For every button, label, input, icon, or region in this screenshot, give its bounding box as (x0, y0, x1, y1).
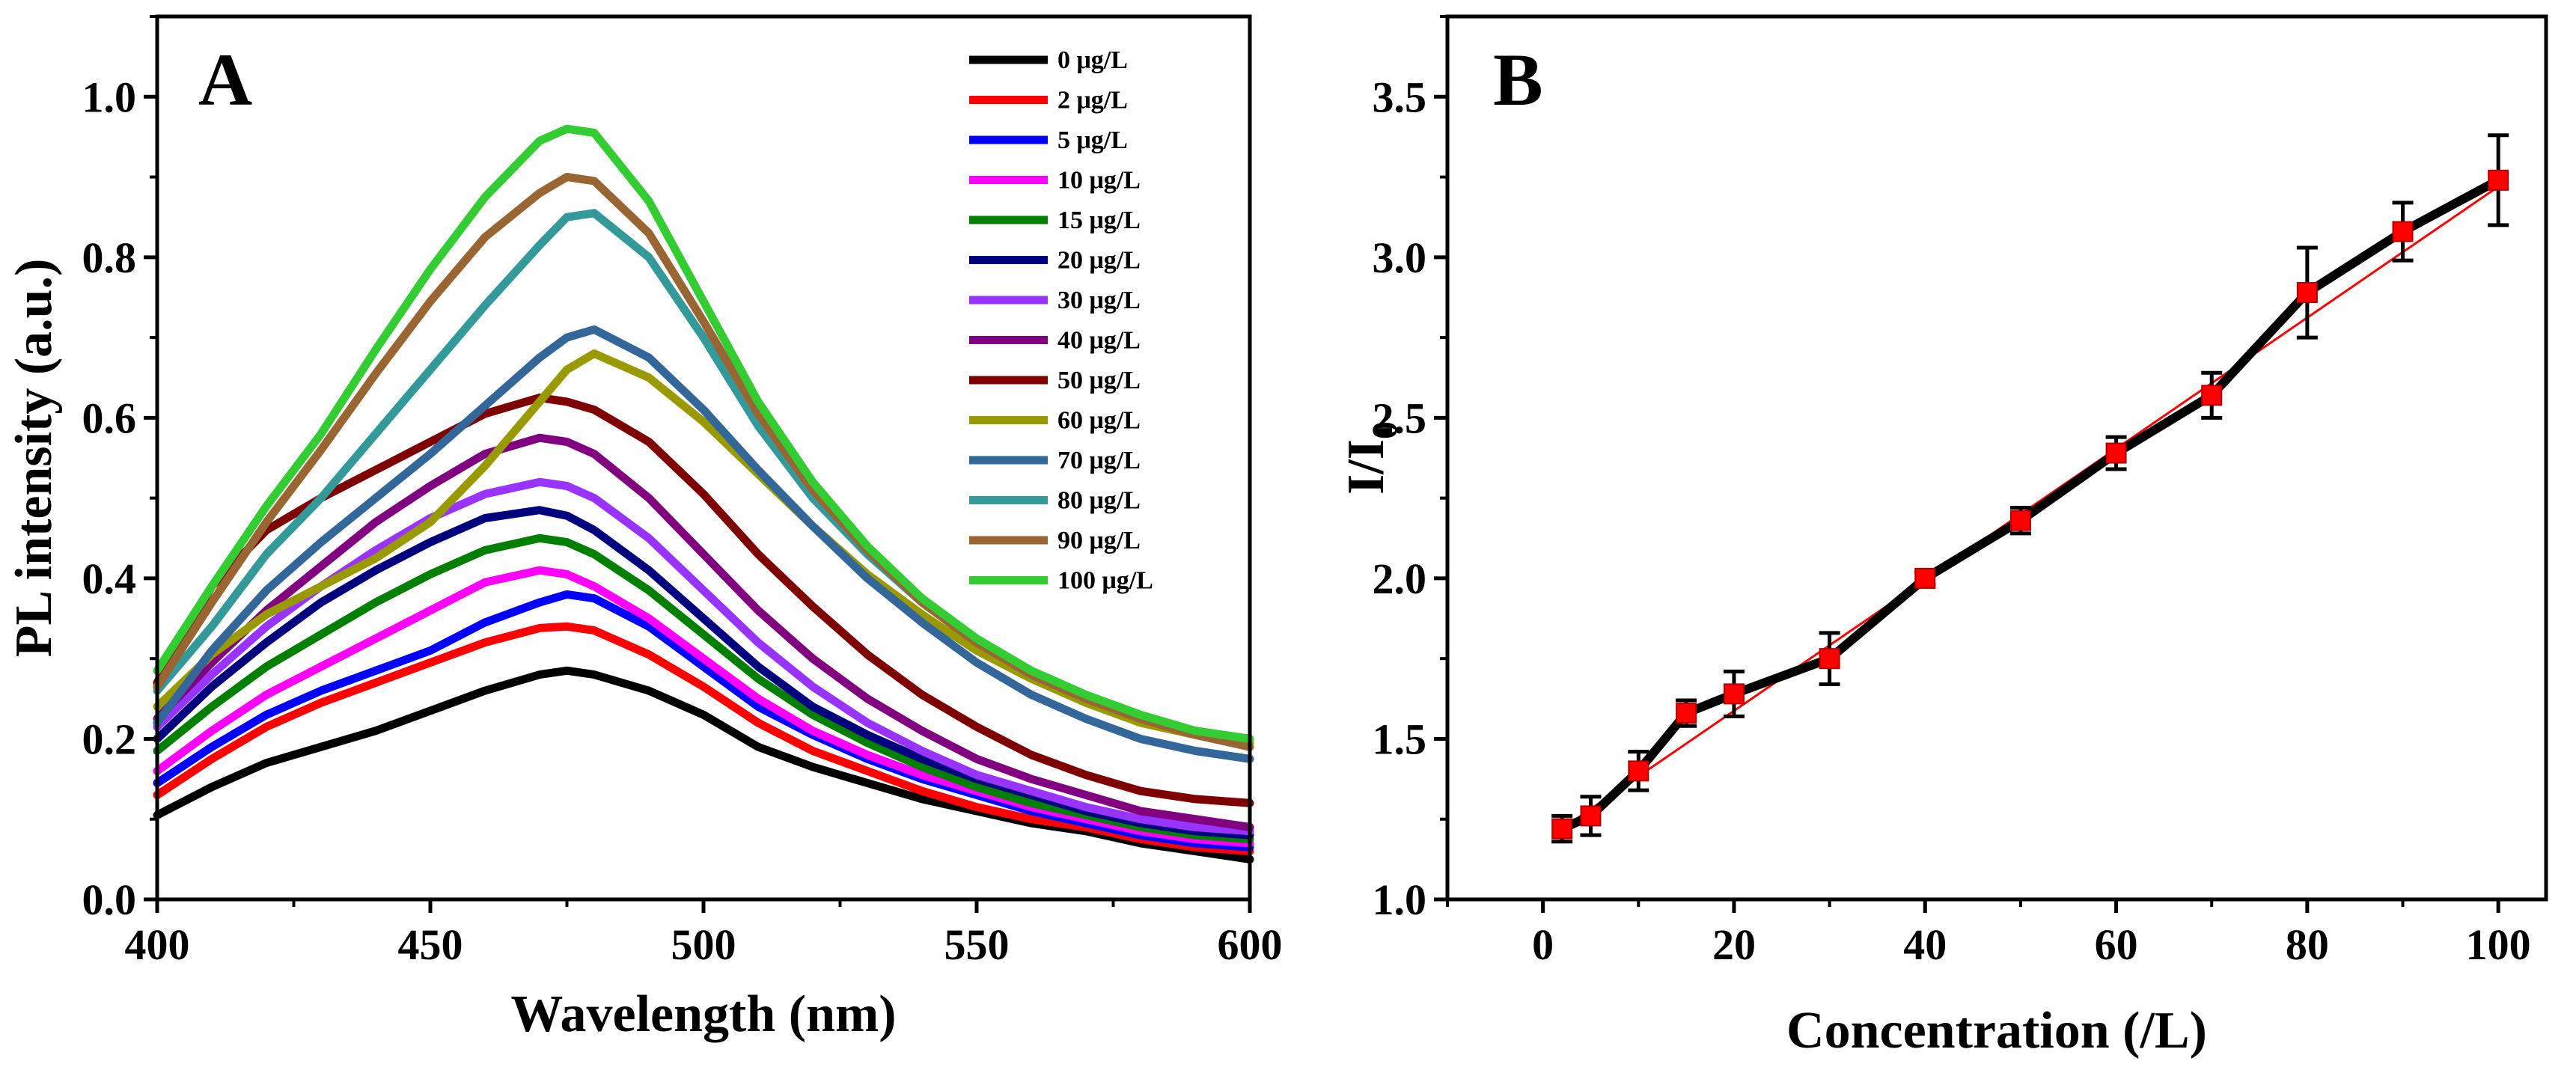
data-point (2392, 221, 2414, 242)
panel-a-y-axis: 0.0 0.2 0.4 0.6 0.8 1.0 (82, 15, 157, 924)
panel-a-series (153, 124, 1254, 863)
legend-label-0: 0 μg/L (1057, 46, 1128, 74)
panel-b-y-axis-title-group: I/I0 (1337, 421, 1405, 495)
y-tick-label: 3.0 (1373, 233, 1427, 282)
legend-label-7: 40 μg/L (1057, 327, 1141, 355)
panel-b-x-axis: 0 20 40 60 80 100 (1446, 899, 2531, 969)
legend-label-6: 30 μg/L (1057, 287, 1141, 314)
y-tick-label: 2.0 (1373, 554, 1427, 603)
x-tick-label: 100 (2466, 920, 2531, 969)
x-tick-label: 80 (2286, 920, 2329, 969)
y-tick-label: 0.2 (82, 715, 137, 763)
panel-b-label: B (1493, 38, 1543, 121)
x-tick-label: 400 (125, 920, 190, 969)
series-line-13 (153, 124, 1254, 743)
x-tick-label: 600 (1218, 920, 1283, 969)
y-tick-label: 0.0 (82, 875, 137, 924)
series-line-10 (153, 325, 1254, 763)
data-point (2201, 385, 2223, 406)
series-line-4 (153, 534, 1254, 843)
panel-b: 0 20 40 60 80 100 1.0 1.5 2.0 2.5 3.0 3.5 B Concen… (1337, 14, 2548, 1060)
x-tick-label: 40 (1903, 920, 1947, 969)
x-tick-label: 500 (671, 920, 736, 969)
y-tick-label: 1.0 (82, 73, 137, 121)
legend-label-9: 60 μg/L (1057, 407, 1141, 435)
x-tick-label: 550 (944, 920, 1010, 969)
panel-a-x-axis-title: Wavelength (nm) (510, 985, 896, 1043)
series-line-1 (153, 622, 1254, 856)
data-point (2296, 282, 2318, 304)
legend-label-4: 15 μg/L (1057, 207, 1141, 234)
data-point (1628, 760, 1649, 782)
legend-label-11: 80 μg/L (1057, 487, 1141, 515)
x-tick-label: 0 (1532, 920, 1554, 969)
legend-label-3: 10 μg/L (1057, 167, 1141, 195)
panel-a-legend: 0 μg/L 2 μg/L 5 μg/L 10 μg/L 15 μg/L 20 μg/L 3… (969, 46, 1153, 595)
x-tick-label: 450 (398, 920, 463, 969)
legend-label-8: 50 μg/L (1057, 367, 1141, 394)
panel-a: 400 450 500 550 600 0.0 0.2 0.4 0.6 0.8 1.0 A Wav… (5, 14, 1283, 1043)
data-point (2105, 442, 2127, 464)
data-point (2488, 169, 2509, 191)
y-tick-label: 3.5 (1373, 73, 1427, 121)
panel-b-y-axis-title-main: I/I (1337, 439, 1395, 495)
panel-b-y-axis: 1.0 1.5 2.0 2.5 3.0 3.5 (1373, 15, 1447, 924)
series-line-7 (153, 433, 1254, 831)
series-line-8 (153, 394, 1254, 807)
data-point (1580, 805, 1602, 827)
data-point (1676, 703, 1697, 724)
panel-b-plot-frame (1445, 14, 2548, 902)
y-tick-label: 2.5 (1373, 394, 1427, 442)
y-tick-label: 1.0 (1373, 875, 1427, 924)
y-tick-label: 0.4 (82, 554, 137, 603)
legend-label-10: 70 μg/L (1057, 447, 1141, 474)
y-tick-label: 0.6 (82, 394, 137, 442)
panel-b-y-axis-title-subscript: 0 (1365, 421, 1405, 439)
panel-a-label: A (198, 38, 252, 121)
legend-label-1: 2 μg/L (1057, 87, 1128, 114)
data-point (1914, 567, 1936, 589)
data-point (1819, 648, 1840, 670)
legend-label-12: 90 μg/L (1057, 527, 1141, 554)
y-tick-label: 0.8 (82, 233, 137, 282)
panel-b-x-axis-title: Concentration (/L) (1786, 1002, 2207, 1060)
y-tick-label: 1.5 (1373, 715, 1427, 763)
legend-label-2: 5 μg/L (1057, 126, 1128, 154)
panel-b-series (1551, 133, 2509, 844)
data-point (1723, 683, 1745, 705)
x-tick-label: 60 (2095, 920, 2138, 969)
data-point (1551, 818, 1573, 840)
x-tick-label: 20 (1712, 920, 1756, 969)
panel-a-x-axis: 400 450 500 550 600 (125, 899, 1283, 969)
panel-a-y-axis-title: PL intensity (a.u.) (5, 259, 63, 658)
data-point (2009, 510, 2031, 531)
legend-label-13: 100 μg/L (1057, 567, 1153, 595)
panel-b-y-axis-title: I/I0 (1337, 421, 1405, 495)
legend-label-5: 20 μg/L (1057, 247, 1141, 275)
